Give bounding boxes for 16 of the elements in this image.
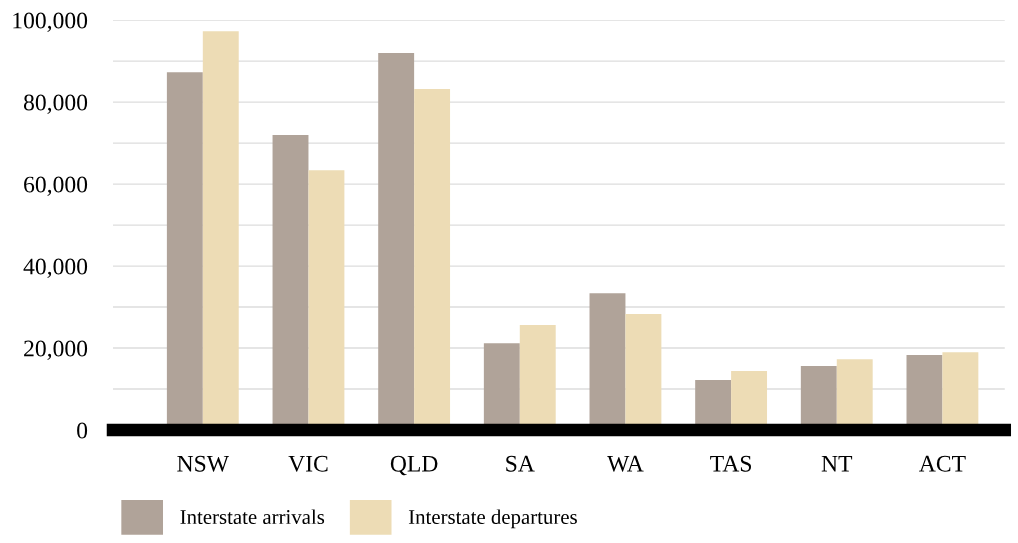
- x-tick-label: VIC: [288, 455, 328, 472]
- x-tick-label: ACT: [919, 455, 966, 472]
- x-tick-label: QLD: [390, 455, 438, 476]
- y-tick-label: 80,000: [23, 94, 88, 114]
- x-tick-label: SA: [506, 455, 535, 472]
- x-tick-label: WA: [607, 455, 644, 472]
- y-tick-label: 20,000: [24, 340, 88, 360]
- legend-label: Interstate arrivals: [180, 509, 325, 525]
- y-tick-label: 60,000: [24, 176, 88, 196]
- x-tick-label: NSW: [177, 455, 229, 472]
- y-tick-label: 40,000: [23, 258, 88, 278]
- y-tick-label: 100,000: [13, 12, 88, 32]
- x-tick-label: NT: [821, 455, 853, 472]
- legend-label: Interstate departures: [408, 509, 577, 529]
- x-tick-label: TAS: [710, 455, 751, 472]
- y-tick-label: 0: [77, 422, 88, 439]
